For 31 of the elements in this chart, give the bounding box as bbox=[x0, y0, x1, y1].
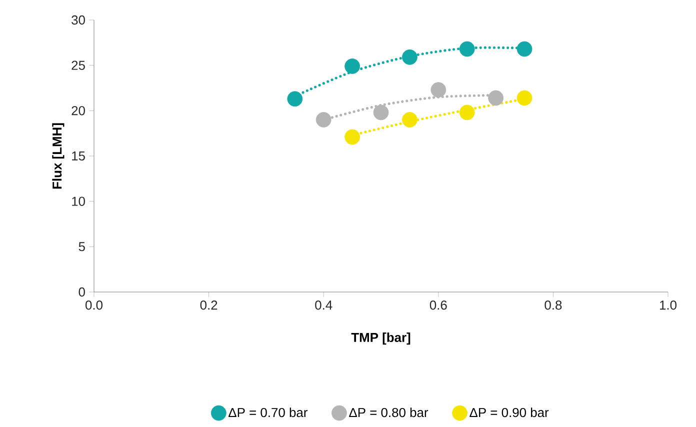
point bbox=[316, 112, 332, 128]
y-tick-label: 0 bbox=[78, 287, 85, 297]
legend-label: ΔP = 0.90 bar bbox=[470, 408, 549, 418]
y-tick-label: 5 bbox=[78, 242, 85, 252]
point bbox=[516, 90, 532, 106]
point bbox=[344, 129, 360, 145]
x-tick-label: 0.0 bbox=[86, 300, 103, 310]
y-axis-title: Flux [LMH] bbox=[52, 123, 64, 189]
y-tick-label: 25 bbox=[72, 60, 85, 70]
x-tick-label: 0.6 bbox=[430, 300, 447, 310]
y-tick-label: 10 bbox=[72, 196, 85, 206]
x-tick-label: 0.2 bbox=[200, 300, 218, 310]
y-tick-label: 15 bbox=[72, 151, 85, 161]
legend-label: ΔP = 0.80 bar bbox=[349, 408, 428, 418]
point bbox=[287, 91, 303, 107]
point bbox=[402, 112, 418, 128]
legend-label: ΔP = 0.70 bar bbox=[228, 408, 308, 418]
x-tick-label: 0.4 bbox=[315, 300, 332, 310]
point bbox=[373, 104, 389, 120]
y-tick-label: 30 bbox=[72, 15, 85, 25]
point bbox=[488, 90, 504, 106]
point bbox=[459, 104, 475, 120]
point bbox=[430, 82, 446, 98]
y-tick-label: 20 bbox=[72, 106, 85, 116]
x-tick-label: 0.8 bbox=[544, 300, 562, 310]
x-axis-title: TMP [bar] bbox=[351, 332, 410, 345]
point bbox=[516, 41, 532, 57]
x-tick-label: 1.0 bbox=[660, 300, 677, 310]
point bbox=[402, 49, 418, 65]
point bbox=[344, 58, 360, 74]
point bbox=[459, 41, 475, 57]
